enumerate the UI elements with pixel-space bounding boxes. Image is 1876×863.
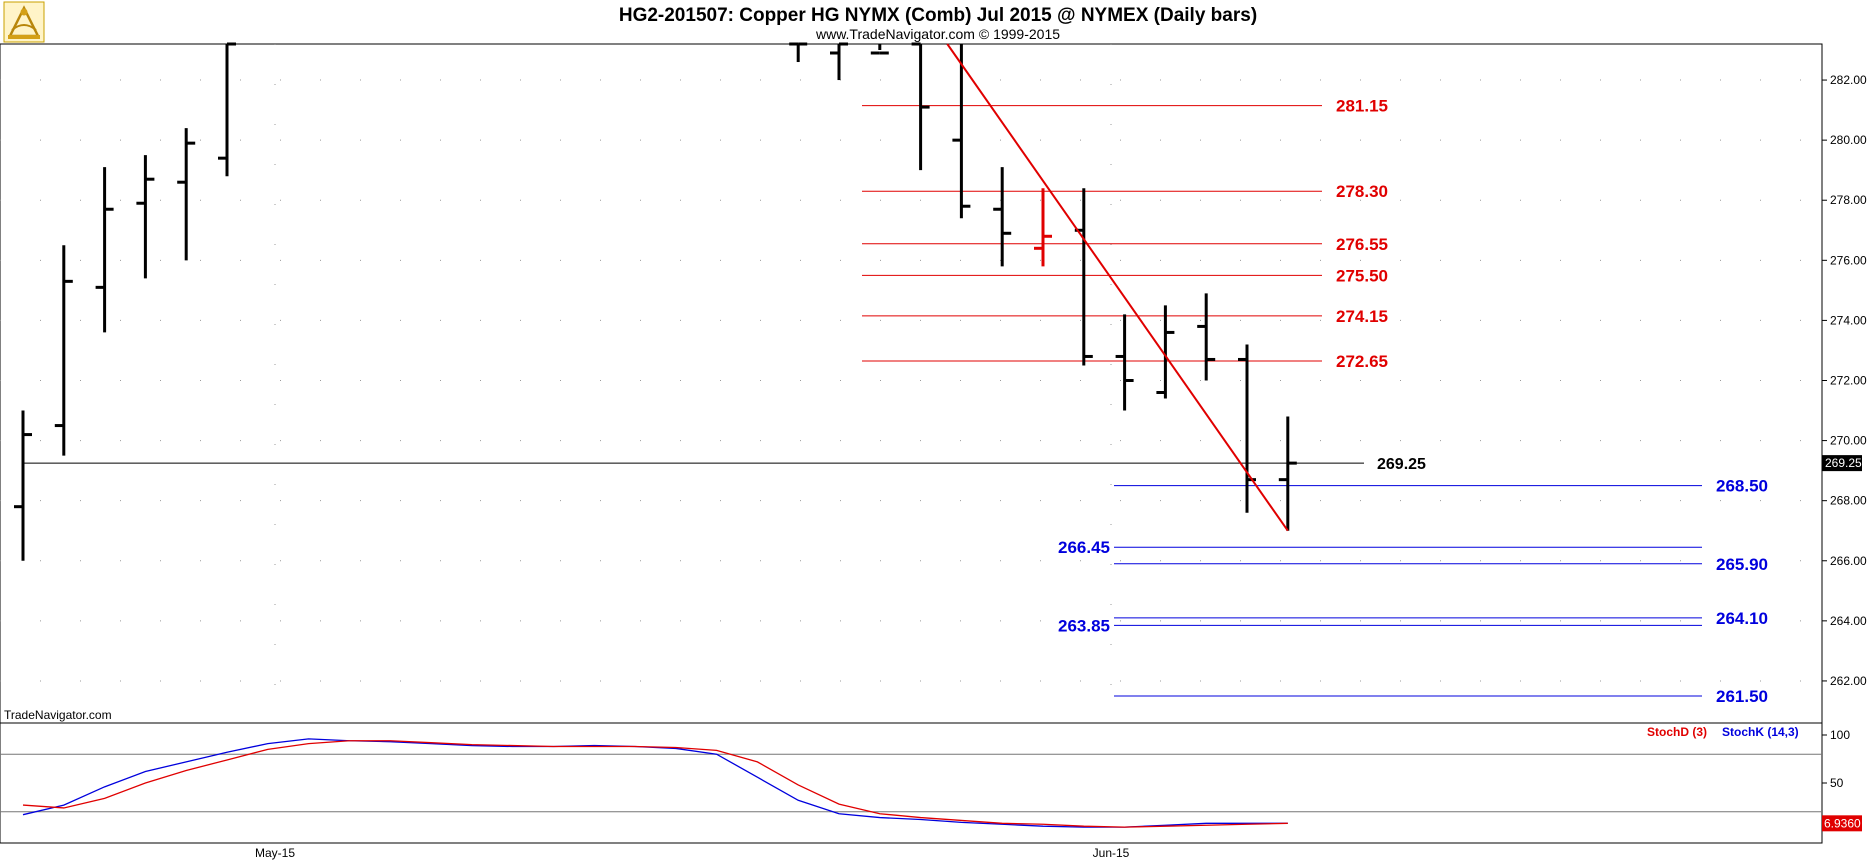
date-tick-may: May-15: [255, 846, 295, 860]
last-price-label: 269.25: [1825, 456, 1862, 470]
last-price-box: [1822, 455, 1862, 472]
resistance-label: 278.30: [1336, 182, 1388, 201]
price-bars: [14, 42, 1297, 561]
resistance-label: 272.65: [1336, 352, 1388, 371]
y-tick-label: 276.00: [1830, 253, 1867, 267]
support-label-left: 266.45: [1058, 538, 1110, 557]
resistance-label: 274.15: [1336, 307, 1388, 326]
legend-stochd: StochD (3): [1647, 725, 1707, 739]
stochastic-panel: StochD (3) StochK (14,3): [0, 722, 1823, 844]
watermark: TradeNavigator.com: [4, 708, 112, 722]
chart-title: HG2-201507: Copper HG NYMX (Comb) Jul 20…: [619, 5, 1257, 26]
y-tick-label: 282.00: [1830, 73, 1867, 87]
stochd-line: [22, 740, 1288, 828]
support-label: 265.90: [1716, 555, 1768, 574]
stoch-tick-label: 100: [1830, 728, 1850, 742]
y-tick-label: 272.00: [1830, 373, 1867, 387]
stoch-last-label: 6.9360: [1824, 816, 1861, 830]
support-label: 261.50: [1716, 687, 1768, 706]
support-label-left: 263.85: [1058, 616, 1110, 635]
downtrend-line: [946, 43, 1289, 532]
close-label: 269.25: [1377, 456, 1426, 473]
resistance-label: 276.55: [1336, 235, 1388, 254]
legend-stochk: StochK (14,3): [1722, 725, 1799, 739]
resistance-label: 275.50: [1336, 266, 1388, 285]
date-axis: May-15 Jun-15: [0, 842, 1822, 860]
sextant-logo-icon[interactable]: [3, 1, 45, 43]
y-tick-label: 262.00: [1830, 674, 1867, 688]
y-tick-label: 268.00: [1830, 494, 1867, 508]
y-tick-label: 278.00: [1830, 193, 1867, 207]
y-tick-label: 264.00: [1830, 614, 1867, 628]
y-tick-label: 274.00: [1830, 313, 1867, 327]
stoch-tick-label: 50: [1830, 776, 1844, 790]
header-band: [0, 0, 1876, 44]
support-label: 264.10: [1716, 609, 1768, 628]
stoch-last-box: [1822, 815, 1862, 832]
date-tick-jun: Jun-15: [1093, 846, 1130, 860]
trendline: [946, 43, 1289, 532]
support-label: 268.50: [1716, 477, 1768, 496]
price-panel: 281.15 278.30 276.55 275.50 274.15 272.65 268.…: [0, 42, 1823, 724]
stoch-lines: [22, 738, 1288, 828]
y-tick-label: 280.00: [1830, 133, 1867, 147]
y-tick-label: 266.00: [1830, 554, 1867, 568]
chart-subtitle: www.TradeNavigator.com © 1999-2015: [815, 26, 1060, 42]
price-axis: 262.00 264.00 266.00 268.00 270.00 272.00 274.…: [1821, 44, 1867, 843]
stoch-axis: 50 100 6.9360: [1822, 728, 1862, 832]
resistance-label: 281.15: [1336, 97, 1388, 116]
y-tick-label: 270.00: [1830, 434, 1867, 448]
stoch-grid: [0, 753, 1822, 813]
price-levels: 281.15 278.30 276.55 275.50 274.15 272.65 268.…: [24, 97, 1768, 706]
